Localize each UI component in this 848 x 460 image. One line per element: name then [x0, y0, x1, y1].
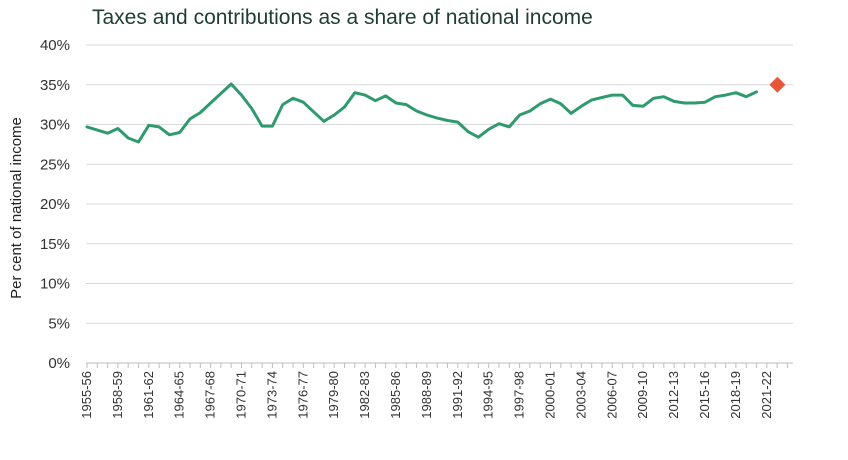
y-tick-label: 35% — [40, 77, 70, 94]
x-tick-label: 1961-62 — [141, 371, 156, 419]
y-tick-label: 5% — [48, 315, 70, 332]
x-tick-label: 1979-80 — [326, 371, 341, 419]
x-tick-label: 2003-04 — [573, 371, 588, 419]
y-tick-label: 20% — [40, 196, 70, 213]
x-tick-label: 1964-65 — [172, 371, 187, 419]
x-tick-label: 1955-56 — [79, 371, 94, 419]
y-tick-label: 15% — [40, 236, 70, 253]
y-axis-label: Per cent of national income — [8, 117, 25, 299]
y-tick-label: 30% — [40, 117, 70, 134]
x-tick-label: 1967-68 — [203, 371, 218, 419]
x-tick-label: 2012-13 — [666, 371, 681, 419]
x-tick-label: 2009-10 — [635, 371, 650, 419]
grid-lines — [86, 44, 793, 364]
x-tick-label: 1982-83 — [357, 371, 372, 419]
x-tick-label: 1976-77 — [295, 371, 310, 419]
x-axis: 1955-56 1958-59 1961-62 1964-65 1967-68 1970-… — [79, 363, 788, 419]
x-tick-label: 1985-86 — [388, 371, 403, 419]
chart-title: Taxes and contributions as a share of na… — [92, 6, 593, 29]
x-tick-label: 1994-95 — [481, 371, 496, 419]
y-tick-label: 10% — [40, 276, 70, 293]
x-tick-label: 1988-89 — [419, 371, 434, 419]
x-tick-label: 2021-22 — [759, 371, 774, 419]
x-tick-label: 2015-16 — [697, 371, 712, 419]
x-tick-label: 1970-71 — [234, 371, 249, 419]
x-tick-label: 1997-98 — [512, 371, 527, 419]
y-tick-labels: 0% 5% 10% 15% 20% 25% 30% 35% 40% — [40, 37, 70, 372]
y-tick-label: 0% — [48, 355, 70, 372]
y-tick-label: 25% — [40, 156, 70, 173]
x-tick-label: 2000-01 — [543, 371, 558, 419]
series-layer — [85, 76, 786, 144]
x-tick-label: 2018-19 — [728, 371, 743, 419]
series-line — [85, 82, 758, 144]
x-tick-label: 1958-59 — [110, 371, 125, 419]
x-tick-label: 1991-92 — [450, 371, 465, 419]
x-tick-label: 1973-74 — [264, 371, 279, 419]
x-tick-label: 2006-07 — [604, 371, 619, 419]
forecast-marker — [769, 76, 786, 93]
y-tick-label: 40% — [40, 37, 70, 54]
